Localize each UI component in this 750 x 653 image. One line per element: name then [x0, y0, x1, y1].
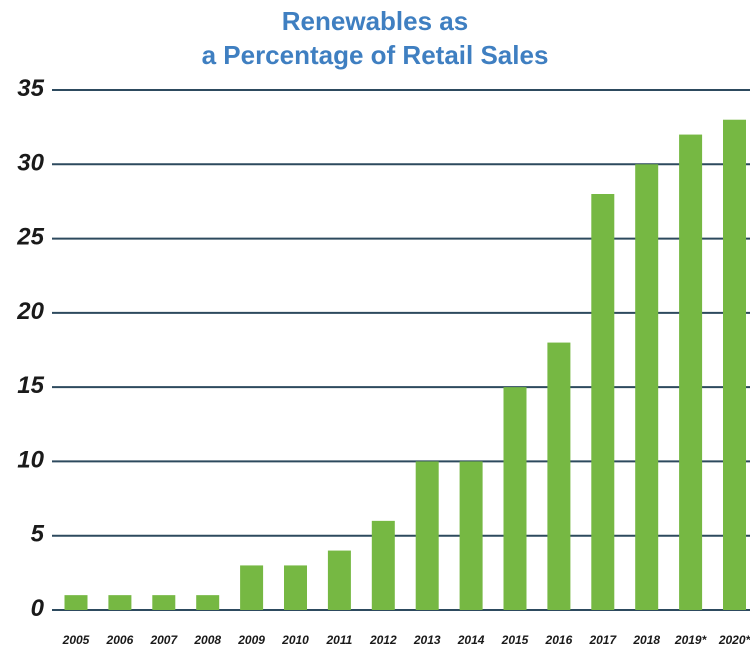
bar-2010 — [284, 565, 307, 610]
bars — [64, 119, 746, 611]
x-tick-label: 2006 — [106, 633, 134, 647]
x-tick-label: 2012 — [369, 633, 397, 647]
x-tick-label: 2009 — [237, 633, 265, 647]
bar-2011 — [327, 550, 351, 610]
y-tick-label: 10 — [17, 446, 44, 473]
x-tick-label: 2019* — [674, 633, 708, 647]
bar-2014 — [459, 461, 483, 610]
x-tick-label: 2014 — [457, 633, 485, 647]
bar-2008 — [196, 595, 220, 610]
chart-title-line-1: Renewables as — [281, 6, 469, 36]
bar-2016 — [547, 342, 571, 610]
bar-2017 — [591, 194, 615, 610]
x-tick-label: 2018 — [632, 633, 660, 647]
bar-2007 — [152, 595, 176, 610]
x-tick-label: 2017 — [588, 633, 617, 647]
y-tick-label: 20 — [16, 298, 44, 325]
x-tick-label: 2015 — [501, 633, 529, 647]
chart-title-line-2: a Percentage of Retail Sales — [201, 40, 549, 70]
y-tick-label: 25 — [16, 224, 44, 251]
bar-2013 — [415, 461, 439, 610]
bar-2018 — [635, 164, 659, 611]
y-tick-label: 5 — [31, 521, 45, 548]
bar-2006 — [108, 595, 132, 610]
x-tick-label: 2013 — [413, 633, 441, 647]
x-tick-label: 2005 — [62, 633, 90, 647]
y-tick-label: 30 — [17, 149, 44, 176]
bar-2012 — [371, 520, 395, 610]
bar-2009 — [240, 565, 264, 610]
x-tick-label: 2008 — [193, 633, 221, 647]
bar-2015 — [503, 387, 527, 610]
bar-2020 — [723, 119, 746, 610]
bar-2005 — [64, 595, 88, 610]
x-axis-ticks: 2005 2006 2007 2008 2009 2010 2011 2012 2013 2014… — [62, 633, 750, 647]
y-axis-ticks: 0 5 10 15 20 25 30 35 — [16, 75, 44, 622]
x-tick-label: 2010 — [281, 633, 309, 647]
bar-2019 — [679, 134, 703, 611]
x-tick-label: 2011 — [325, 633, 352, 647]
y-tick-label: 35 — [17, 75, 44, 102]
x-tick-label: 2016 — [545, 633, 573, 647]
y-tick-label: 15 — [17, 372, 44, 399]
x-tick-label: 2007 — [149, 633, 178, 647]
y-tick-label: 0 — [31, 595, 45, 622]
x-tick-label: 2020* — [718, 633, 750, 647]
gridlines — [52, 89, 750, 611]
